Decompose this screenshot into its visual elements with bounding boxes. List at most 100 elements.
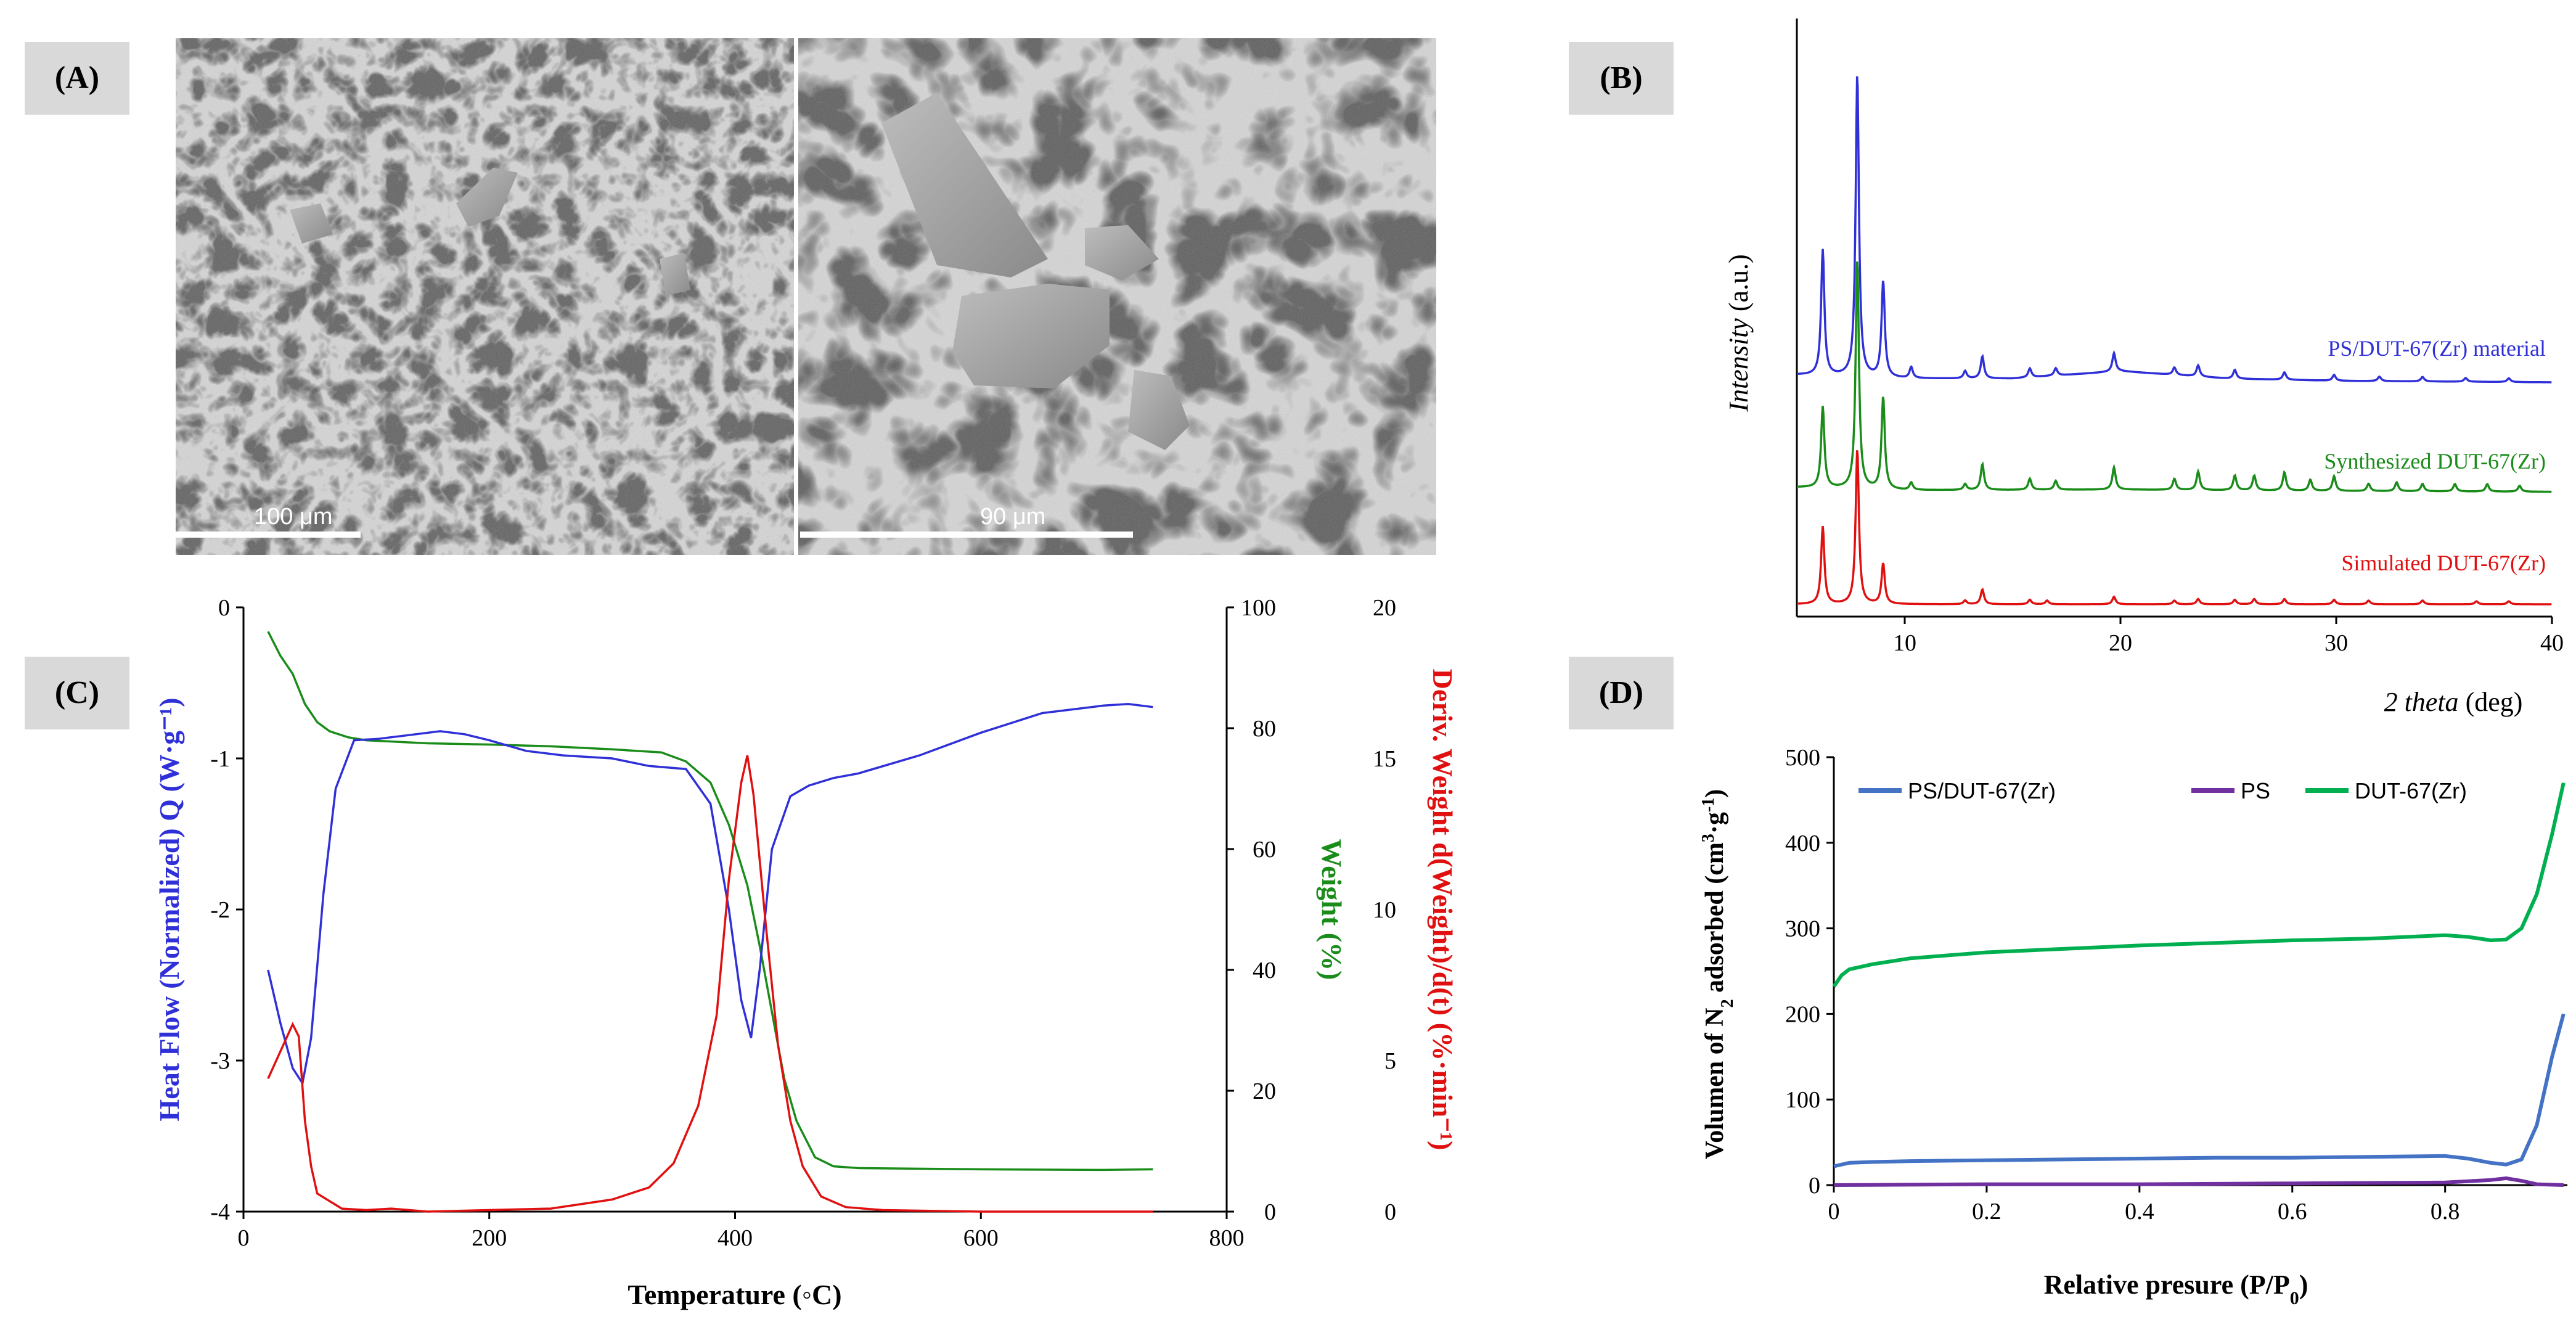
d-ylabel-mid: adsorbed (cm xyxy=(1701,842,1729,999)
b-series-line xyxy=(1797,450,2552,605)
sem-image-right: 90 μm xyxy=(798,38,1436,555)
c-series-line xyxy=(267,703,1153,1086)
panel-d-label: (D) xyxy=(1599,675,1643,710)
panel-c-label: (C) xyxy=(55,675,99,710)
d-legend-label-ps-dut: PS/DUT-67(Zr) xyxy=(1908,778,2056,803)
d-series-line xyxy=(1833,1013,2566,1168)
b-series-label-ps-dut: PS/DUT-67(Zr) material xyxy=(2328,336,2546,361)
c-x-tick-label: 800 xyxy=(1209,1225,1245,1251)
b-series-line xyxy=(1796,76,2552,384)
d-ylabel-sup: 3 xyxy=(1699,834,1718,842)
panel-b-label: (B) xyxy=(1600,60,1642,96)
d-y-tick-label: 0 xyxy=(1809,1173,1820,1199)
b-x-tick-label: 30 xyxy=(2325,630,2348,656)
sem-image-left: 100 μm xyxy=(176,38,794,555)
d-y-axis-title: Volumen of N2 adsorbed (cm3·g-1) xyxy=(1699,789,1737,1159)
d-ylabel-sup2: -1 xyxy=(1699,798,1718,812)
scale-bar-left xyxy=(176,532,361,538)
d-xlabel-end: ) xyxy=(2299,1270,2308,1300)
scale-bar-right xyxy=(800,532,1133,538)
b-series-line xyxy=(1797,261,2552,493)
c-series-line xyxy=(267,631,1153,1172)
b-y-axis-title: Intensity (a.u.) xyxy=(1723,254,1754,412)
d-y-tick-label: 100 xyxy=(1785,1087,1820,1113)
panel-a-label-box xyxy=(25,42,129,115)
d-x-tick-label: 0.2 xyxy=(1972,1199,2002,1225)
d-ylabel-end: ) xyxy=(1701,789,1729,798)
panel-d-label-box xyxy=(1569,657,1674,729)
c-left-tick-label: -3 xyxy=(210,1048,230,1074)
c-left-axis-title: Heat Flow (Normalized) Q (W·g⁻¹) xyxy=(153,697,185,1121)
panel-d: (D) 0 0.2 0.4 0.6 0.8 0 100 200 300 400 500 PS/DU… xyxy=(1569,657,2567,1308)
c-right1-tick-label: 0 xyxy=(1264,1199,1276,1225)
c-right1-tick-label: 40 xyxy=(1253,958,1276,983)
panel-c-label-box xyxy=(25,657,129,729)
d-y-tick-label: 200 xyxy=(1785,1001,1820,1027)
d-series-line xyxy=(1833,1176,2564,1187)
b-series-label-synth: Synthesized DUT-67(Zr) xyxy=(2324,449,2546,474)
d-y-ticks: 0 100 200 300 400 500 xyxy=(1785,745,1834,1199)
panel-a-label: (A) xyxy=(55,60,99,96)
d-xlabel-main: Relative presure (P/P xyxy=(2044,1270,2290,1300)
c-right2-axis-title: Deriv. Weight d(Weight)/d(t) (%·min⁻¹) xyxy=(1427,669,1458,1151)
c-x-tick-label: 400 xyxy=(718,1225,753,1251)
d-ylabel-sub: 2 xyxy=(1718,999,1737,1008)
c-series-line xyxy=(267,755,1153,1213)
c-left-tick-label: -4 xyxy=(210,1199,230,1225)
d-xlabel-sub: 0 xyxy=(2290,1288,2299,1308)
c-right1-ticks: 0 20 40 60 80 100 xyxy=(1227,595,1276,1225)
b-xlabel-italic: 2 theta xyxy=(2384,687,2459,717)
d-x-tick-label: 0.4 xyxy=(2125,1199,2154,1225)
panel-a: (A) 100 μm 90 μm xyxy=(25,38,1436,555)
sem-crystal xyxy=(1085,225,1159,281)
c-right1-tick-label: 60 xyxy=(1253,837,1276,863)
d-ylabel-pre: Volumen of N xyxy=(1701,1008,1729,1159)
c-series xyxy=(267,631,1153,1213)
b-x-tick-label: 20 xyxy=(2109,630,2132,656)
c-right2-tick-label: 5 xyxy=(1384,1048,1396,1074)
c-right2-tick-label: 20 xyxy=(1373,595,1396,621)
b-ylabel-italic: Intensity xyxy=(1723,318,1754,413)
sem-crystal xyxy=(1128,370,1190,450)
c-right2-tick-label: 15 xyxy=(1373,746,1396,772)
d-x-tick-label: 0.8 xyxy=(2431,1199,2460,1225)
b-series xyxy=(1796,76,2552,605)
d-series xyxy=(1832,782,2566,1187)
sem-particle xyxy=(290,203,333,244)
b-xlabel-rest: (deg) xyxy=(2459,687,2523,717)
d-x-ticks: 0 0.2 0.4 0.6 0.8 xyxy=(1828,1185,2460,1225)
panel-b-label-box xyxy=(1569,42,1674,115)
d-ylabel-mid2: ·g xyxy=(1701,812,1729,834)
d-y-tick-label: 300 xyxy=(1785,916,1820,942)
sem-particle xyxy=(456,168,518,227)
c-right1-tick-label: 100 xyxy=(1241,595,1276,621)
scale-bar-left-label: 100 μm xyxy=(254,504,333,530)
d-y-tick-label: 500 xyxy=(1785,745,1820,771)
c-left-tick-label: -1 xyxy=(210,746,230,772)
c-right2-tick-label: 10 xyxy=(1373,897,1396,923)
d-x-axis-title: Relative presure (P/P0) xyxy=(2044,1270,2308,1308)
c-x-ticks: 0 200 400 600 800 xyxy=(238,1212,1245,1251)
d-legend: PS/DUT-67(Zr) PS DUT-67(Zr) xyxy=(1858,778,2467,803)
c-x-tick-label: 600 xyxy=(963,1225,999,1251)
sem-particle xyxy=(660,253,690,296)
sem-crystal-hexagonal xyxy=(952,284,1110,388)
c-right1-axis-title: Weight (%) xyxy=(1316,839,1347,980)
d-legend-label-ps: PS xyxy=(2241,778,2270,803)
d-legend-label-dut: DUT-67(Zr) xyxy=(2355,778,2467,803)
b-series-label-sim: Simulated DUT-67(Zr) xyxy=(2341,551,2546,575)
b-x-tick-label: 10 xyxy=(1893,630,1916,656)
d-x-tick-label: 0.6 xyxy=(2278,1199,2307,1225)
c-x-tick-label: 0 xyxy=(238,1225,250,1251)
c-left-tick-label: -2 xyxy=(210,897,230,923)
d-y-tick-label: 400 xyxy=(1785,831,1820,856)
panel-b: (B) 10 20 30 40 Intensity (a.u.) 2 theta (d… xyxy=(1569,18,2564,717)
b-x-ticks: 10 20 30 40 xyxy=(1893,617,2564,656)
c-x-tick-label: 200 xyxy=(472,1225,507,1251)
c-right1-tick-label: 80 xyxy=(1253,716,1276,742)
c-left-tick-label: 0 xyxy=(218,595,230,621)
c-right2-tick-label: 0 xyxy=(1384,1199,1396,1225)
scale-bar-right-label: 90 μm xyxy=(980,504,1045,530)
b-x-tick-label: 40 xyxy=(2540,630,2564,656)
b-x-axis-title: 2 theta (deg) xyxy=(2384,687,2523,717)
